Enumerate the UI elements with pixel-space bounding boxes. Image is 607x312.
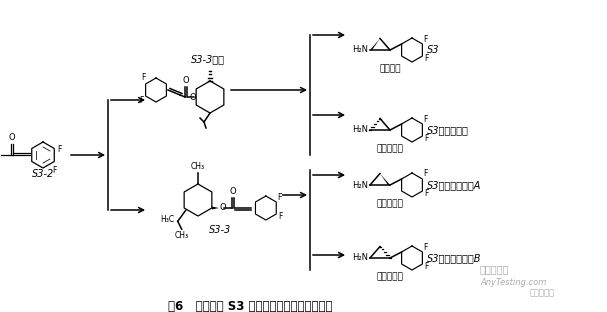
Text: H₂N: H₂N (352, 125, 368, 134)
Text: F: F (141, 73, 145, 82)
Text: F: F (57, 145, 61, 154)
Text: CH₃: CH₃ (175, 231, 189, 240)
Polygon shape (380, 173, 390, 185)
Text: S3: S3 (427, 45, 439, 55)
Text: 北京药研汇: 北京药研汇 (530, 288, 555, 297)
Text: F: F (277, 193, 282, 202)
Text: F: F (424, 35, 428, 43)
Text: F: F (424, 54, 429, 63)
Text: S3-3: S3-3 (209, 225, 231, 235)
Text: O: O (229, 187, 236, 196)
Text: F: F (424, 169, 428, 178)
Text: 较大可能性: 较大可能性 (376, 144, 404, 153)
Text: 极少可能性: 极少可能性 (376, 272, 404, 281)
Text: F: F (424, 242, 428, 251)
Text: 嘉峪检测网: 嘉峪检测网 (480, 264, 509, 274)
Text: O: O (8, 133, 15, 142)
Text: 图6   起始物料 S3 的立体异构体产生的示意图: 图6 起始物料 S3 的立体异构体产生的示意图 (168, 300, 332, 312)
Text: F: F (140, 96, 144, 105)
Text: CH₃: CH₃ (191, 162, 205, 171)
Text: F: F (424, 262, 429, 271)
Polygon shape (370, 38, 380, 50)
Text: S3非对映异构体A: S3非对映异构体A (427, 180, 481, 190)
Text: S3-3顺式: S3-3顺式 (191, 54, 225, 64)
Text: 目标产物: 目标产物 (379, 64, 401, 73)
Text: AnyTesting.com: AnyTesting.com (480, 278, 546, 287)
Text: S3-2: S3-2 (32, 169, 54, 179)
Text: F: F (424, 134, 429, 143)
Text: S3对映异构体: S3对映异构体 (427, 125, 469, 135)
Text: O: O (190, 92, 197, 101)
Text: H₂N: H₂N (352, 46, 368, 55)
Text: F: F (424, 115, 428, 124)
Text: H₃C: H₃C (161, 215, 175, 224)
Text: O: O (220, 203, 226, 212)
Text: F: F (52, 166, 56, 175)
Text: H₂N: H₂N (352, 253, 368, 262)
Text: H₂N: H₂N (352, 181, 368, 189)
Text: S3非对映异构体B: S3非对映异构体B (427, 253, 481, 263)
Text: F: F (279, 212, 283, 221)
Text: 极少可能性: 极少可能性 (376, 199, 404, 208)
Text: O: O (183, 76, 189, 85)
Polygon shape (212, 207, 219, 209)
Text: F: F (424, 189, 429, 198)
